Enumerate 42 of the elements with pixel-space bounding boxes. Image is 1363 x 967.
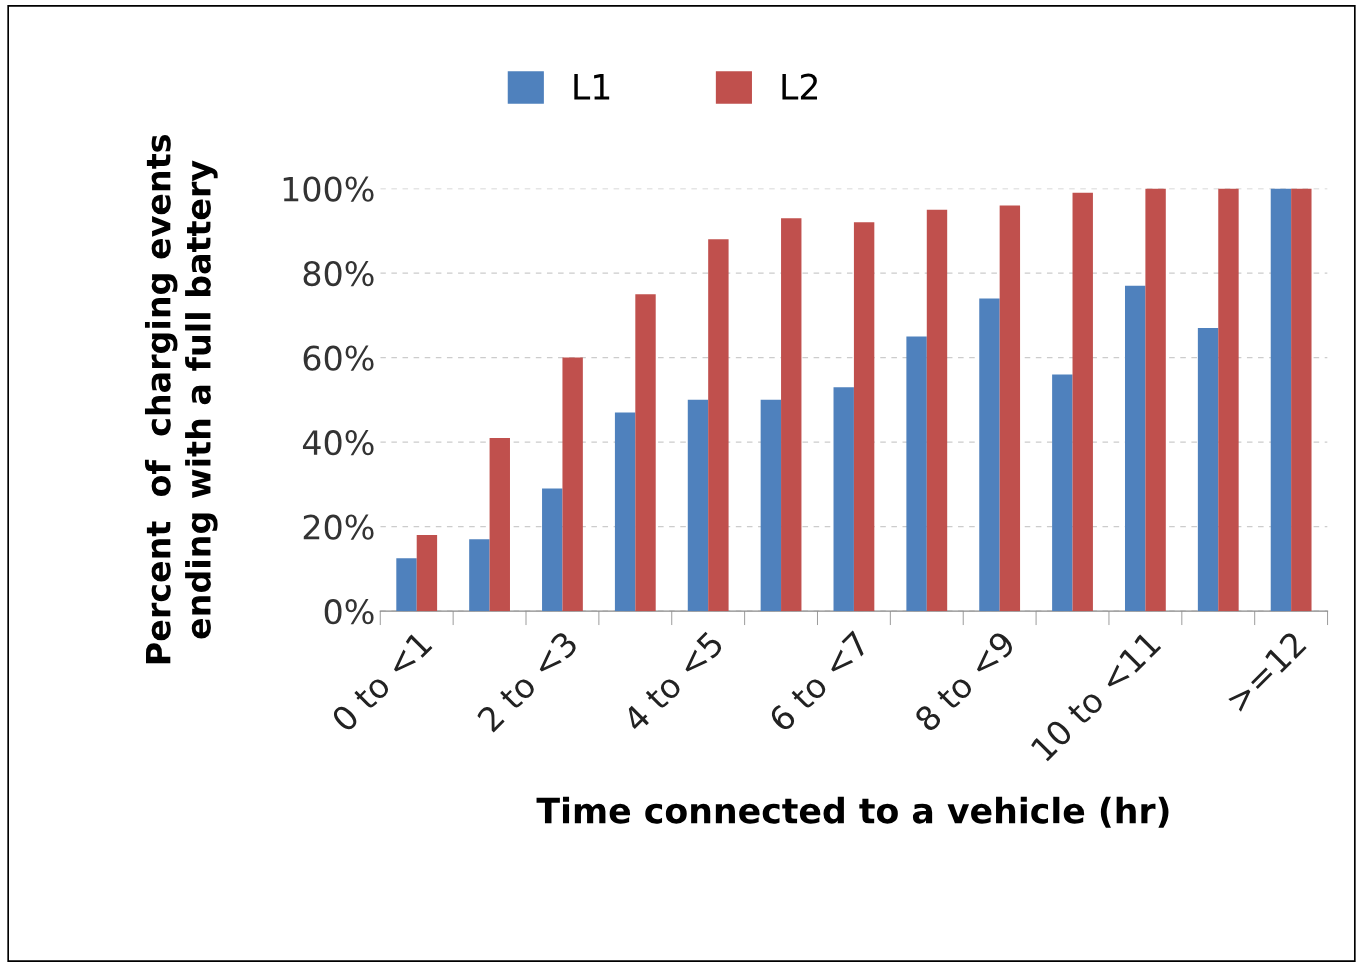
bar xyxy=(614,412,636,612)
bar xyxy=(1072,192,1093,612)
bar xyxy=(416,535,438,612)
bar xyxy=(562,357,583,612)
y-axis-title: Percent of charging events ending with a full battery xyxy=(144,135,218,664)
bar xyxy=(542,488,563,612)
bar xyxy=(469,539,490,612)
bar xyxy=(489,437,510,612)
bar xyxy=(687,399,709,612)
y-tick-label: 60% xyxy=(303,345,374,371)
y-tick-label: 100% xyxy=(283,176,374,202)
y-tick-label: 0% xyxy=(324,599,374,625)
bar xyxy=(708,239,729,612)
bar xyxy=(1052,374,1073,612)
x-tick-label: 2 to <3 xyxy=(476,630,579,733)
x-tick-label: 6 to <7 xyxy=(767,630,871,733)
bar xyxy=(1291,188,1312,612)
bar xyxy=(760,399,782,612)
x-tick-label: 4 to <5 xyxy=(621,630,725,734)
bar xyxy=(853,222,875,612)
bar xyxy=(926,209,948,612)
bar xyxy=(1124,285,1146,612)
y-tick-label: 40% xyxy=(302,430,374,456)
x-axis-title: Time connected to a vehicle (hr) xyxy=(536,796,1169,828)
legend-label: L2 xyxy=(782,73,818,100)
bar xyxy=(635,294,656,612)
bar xyxy=(906,336,927,612)
y-tick-label: 20% xyxy=(303,514,374,540)
x-tick-label: 8 to <9 xyxy=(913,629,1017,733)
x-tick-label: 0 to <1 xyxy=(330,630,433,733)
bar xyxy=(1145,188,1166,612)
bar xyxy=(781,218,802,612)
bar xyxy=(979,298,1000,612)
bar xyxy=(396,558,417,612)
y-tick-label: 80% xyxy=(303,261,374,287)
bar xyxy=(1197,328,1219,612)
x-tick-label: 10 to <11 xyxy=(1030,630,1162,762)
bar xyxy=(833,387,854,612)
legend-label: L1 xyxy=(574,74,610,100)
bar xyxy=(1270,188,1292,612)
bar xyxy=(999,205,1021,612)
bar xyxy=(1218,188,1239,612)
